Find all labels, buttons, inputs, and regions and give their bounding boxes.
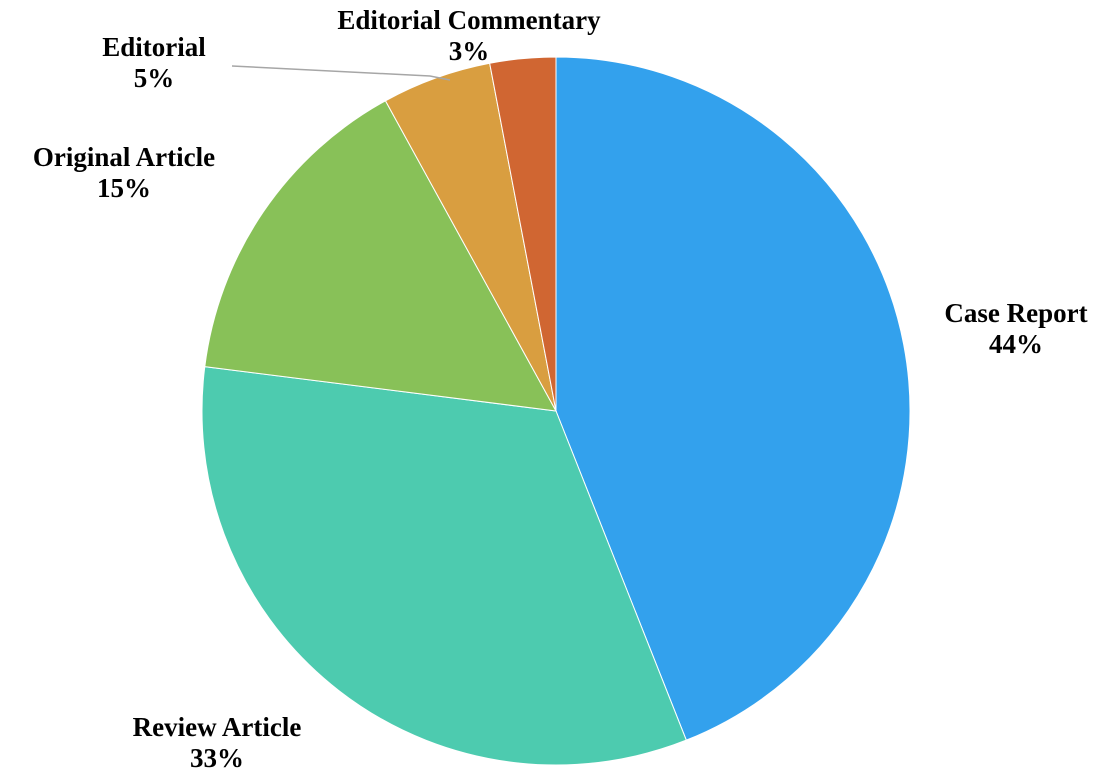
- pie-slices: [201, 56, 911, 766]
- label-editorial-commentary: Editorial Commentary 3%: [337, 5, 601, 66]
- label-category-review-article: Review Article: [133, 712, 302, 742]
- pie-labels: Case Report 44% Review Article 33% Original …: [33, 5, 1088, 773]
- label-category-original-article: Original Article: [33, 142, 215, 172]
- label-category-case-report: Case Report: [944, 298, 1087, 328]
- label-percent-case-report: 44%: [989, 329, 1043, 359]
- label-percent-review-article: 33%: [190, 743, 244, 773]
- label-percent-original-article: 15%: [97, 173, 151, 203]
- slice-review-article: [201, 366, 687, 766]
- label-category-editorial: Editorial: [102, 32, 206, 62]
- label-case-report: Case Report 44%: [944, 298, 1087, 359]
- label-percent-editorial: 5%: [134, 63, 175, 93]
- slice-case-report: [555, 56, 911, 741]
- label-percent-editorial-commentary: 3%: [449, 36, 490, 66]
- slice-original-article: [204, 100, 557, 412]
- label-original-article: Original Article 15%: [33, 142, 215, 203]
- editorial-leader-line: [231, 65, 451, 81]
- slice-editorial-commentary: [489, 56, 557, 412]
- label-category-editorial-commentary: Editorial Commentary: [337, 5, 601, 35]
- label-editorial: Editorial 5%: [102, 32, 206, 93]
- label-review-article: Review Article 33%: [133, 712, 302, 773]
